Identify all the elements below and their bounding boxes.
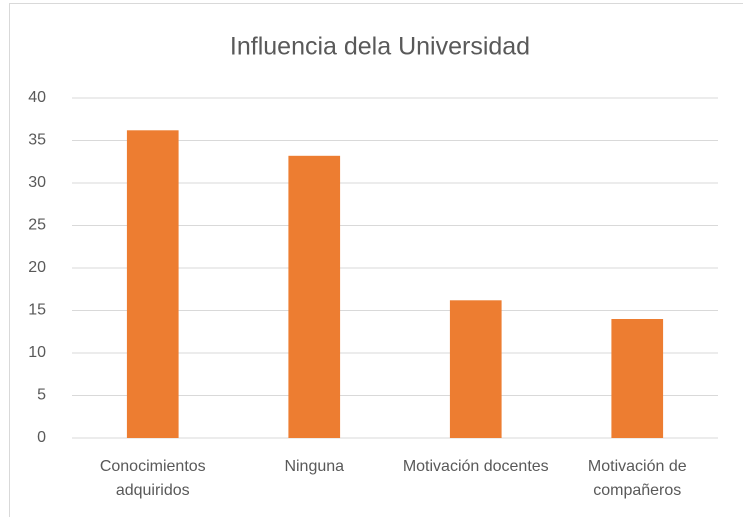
x-tick-label: Motivación de compañeros (587, 458, 687, 499)
y-tick-label: 30 (28, 174, 46, 191)
chart-frame (9, 3, 743, 517)
y-tick-label: 5 (37, 387, 46, 404)
x-tick-label: Motivación docentes (402, 458, 549, 475)
y-tick-label: 20 (28, 259, 46, 276)
y-tick-label: 25 (28, 217, 46, 234)
bar (449, 300, 502, 438)
y-tick-label: 15 (28, 302, 46, 319)
y-tick-label: 0 (37, 429, 46, 446)
x-tick-label: Ninguna (284, 458, 345, 475)
y-tick-label: 10 (28, 344, 46, 361)
x-tick-label: Conocimientos adquiridos (99, 458, 206, 499)
y-tick-label: 35 (28, 132, 46, 149)
bar (288, 155, 341, 439)
chart-title: Influencia dela Universidad (230, 33, 530, 61)
bar (611, 319, 664, 438)
bar (126, 130, 179, 439)
y-tick-label: 40 (28, 89, 46, 106)
